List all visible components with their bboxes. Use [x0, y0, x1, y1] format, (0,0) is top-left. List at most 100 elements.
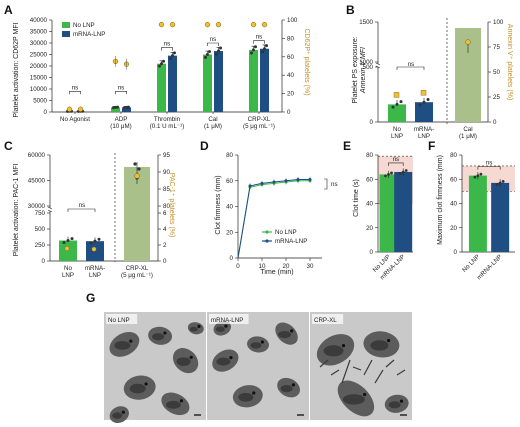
tem-label-bg [209, 314, 249, 324]
c-ytick-label: 500 [35, 226, 46, 233]
c-point [62, 240, 66, 244]
f-ytick-label: 0 [454, 249, 458, 256]
a-point [173, 51, 176, 55]
panel-d-xlabel: Time (min) [260, 269, 293, 276]
panel-c-sig: ns [79, 202, 86, 209]
tem-granule-dot [129, 339, 133, 343]
b-ytick-label: 1000 [359, 59, 373, 66]
panel-d: D Clot firmness (mm) Time (min) 0 20 40 60 8… [200, 139, 338, 276]
tem-granule-dot [290, 329, 294, 333]
legend-no-lnp: No LNP [73, 22, 95, 29]
panel-a-ylabel: Platelet activation: CD62P MFI [13, 22, 20, 117]
e-sig-bracket [388, 162, 404, 166]
c-y2tick-label: 85 [163, 186, 170, 193]
e-point [404, 169, 408, 172]
a-bar-mrna-lnp [122, 107, 131, 112]
panel-a: A Platelet activation: CD62P MFI CD62P⁺ … [4, 3, 310, 130]
a-percent-point [250, 21, 257, 28]
panel-e-label: E [343, 139, 351, 153]
a-sig-label: ns [72, 84, 79, 91]
legend-swatch-no-lnp [62, 22, 70, 28]
tem-fibril [352, 366, 362, 371]
c-cat-label: No [64, 265, 72, 272]
c-cat-label: mRNA- [85, 265, 105, 272]
c-point [70, 237, 74, 241]
panel-g-label: G [86, 291, 95, 305]
b-y2tick-label: 25 [493, 94, 500, 101]
c-cat-sublabel: (5 μg mL⁻¹) [121, 272, 153, 279]
a-point [160, 62, 163, 66]
a-point [158, 64, 161, 68]
b-cat-label: No [393, 126, 401, 133]
d-xtick-label: 30 [307, 263, 314, 270]
e-sig-label: ns [393, 156, 400, 163]
a-point [162, 59, 165, 63]
f-sig-bracket [477, 166, 501, 170]
f-ytick-label: 40 [450, 201, 457, 208]
f-point [501, 180, 505, 183]
a-point [254, 45, 257, 49]
d-ytick-label: 0 [230, 255, 234, 262]
f-point [473, 175, 477, 179]
a-ytick-label: 40000 [30, 17, 48, 24]
d-point [260, 181, 264, 185]
a-group-label: No Agonist [60, 116, 90, 123]
tem-granule [388, 401, 401, 409]
a-ytick-label: 15000 [30, 75, 48, 82]
c-crp-percent-point [134, 173, 140, 179]
tem-fibril [374, 369, 384, 384]
a-ytick-label: 0 [44, 109, 48, 116]
c-percent-point [64, 246, 70, 251]
panel-d-legend-mrna-lnp: mRNA-LNP [275, 238, 307, 245]
a-group-label: ADP [115, 116, 128, 123]
c-point [89, 241, 93, 245]
a-ytick-label: 35000 [30, 29, 48, 36]
b-percent-point [420, 89, 427, 96]
c-y2tick-label: 0 [163, 258, 167, 265]
tem-fibril [385, 359, 395, 368]
b-point [395, 102, 399, 106]
c-point [97, 237, 101, 241]
tem-granule [114, 341, 131, 350]
a-point [169, 56, 172, 60]
tem-granule [250, 342, 262, 349]
b-axis-break [375, 62, 381, 66]
b-point [422, 100, 426, 104]
tem-granule [370, 340, 389, 351]
f-ytick-label: 60 [450, 176, 457, 183]
a-percent-point [204, 21, 211, 28]
panel-d-sig-bracket [324, 178, 328, 190]
panel-a-label: A [4, 3, 13, 17]
a-ytick-label: 30000 [30, 40, 48, 47]
tem-granule-dot [229, 356, 233, 360]
a-sig-bracket [69, 91, 81, 95]
panel-b-cal-bar-top [455, 34, 481, 40]
tem-label: mRNA-LNP [211, 317, 243, 324]
a-group-sublabel: (1 μM) [204, 123, 222, 130]
a-percent-point [77, 106, 84, 112]
a-point [127, 105, 130, 109]
b-cat-sublabel: LNP [418, 133, 430, 140]
panel-f-ylabel: Maximum clot firmness (mm) [437, 155, 444, 245]
tem-granule-dot [341, 344, 346, 348]
tem-label: No LNP [108, 317, 130, 324]
tem-granule-dot [387, 338, 391, 343]
panel-d-ylabel: Clot firmness (mm) [215, 175, 222, 234]
a-point [265, 44, 268, 48]
legend-mrna-lnp: mRNA-LNP [73, 31, 105, 38]
a-group-label: Thrombin [154, 116, 181, 123]
panel-d-label: D [200, 139, 209, 153]
b-bar-mrna-lnp [415, 102, 433, 122]
tem-fibril [341, 359, 351, 384]
tem-granule [176, 357, 191, 366]
d-point [272, 180, 276, 184]
a-ytick-label: 10000 [30, 86, 48, 93]
b-percent-point [393, 92, 400, 98]
f-bar-no-lnp [468, 175, 487, 252]
a-sig-label: ns [118, 84, 125, 91]
a-point [116, 105, 119, 109]
tem-granule-dot [179, 399, 183, 403]
f-bar-mrna-lnp [491, 182, 510, 252]
c-y2tick-label: 90 [163, 169, 170, 176]
